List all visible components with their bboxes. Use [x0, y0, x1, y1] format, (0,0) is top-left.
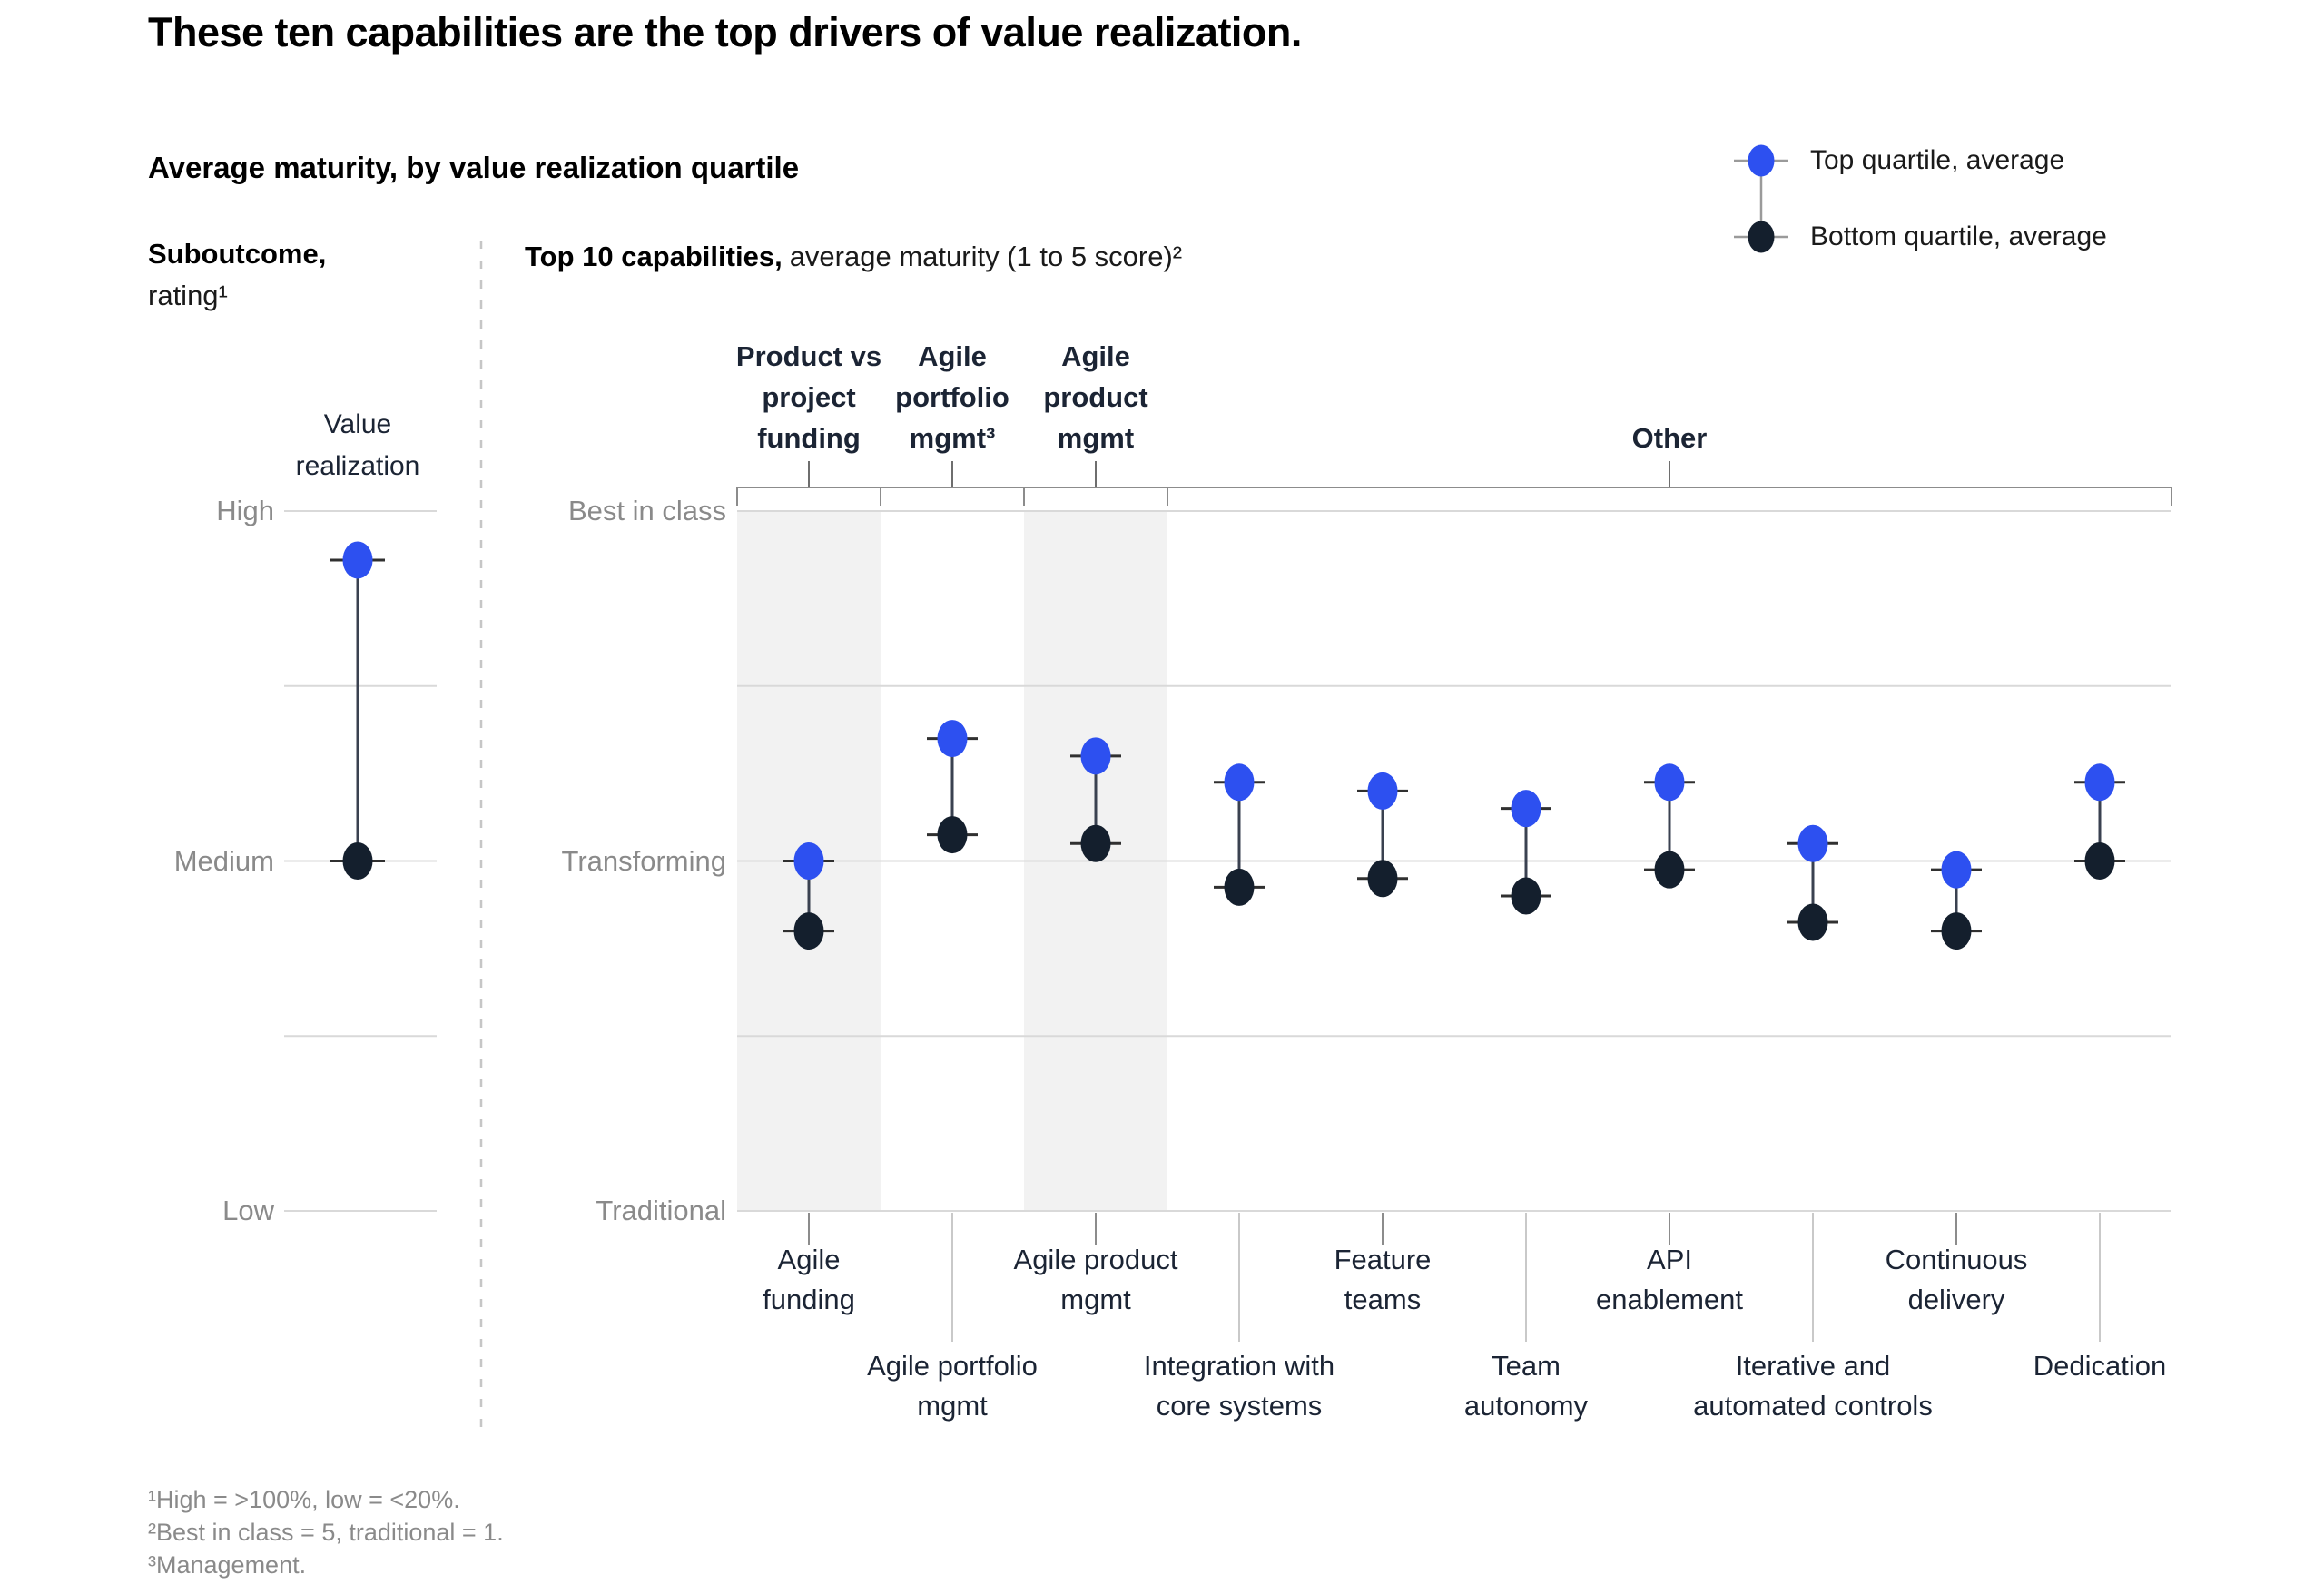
top-quartile-dot [1367, 772, 1398, 810]
group-header: Agile product mgmt [1043, 340, 1148, 454]
bottom-quartile-dot [342, 842, 373, 880]
top10-heading-bold: Top 10 capabilities, [525, 241, 783, 272]
top-quartile-dot [937, 720, 968, 758]
ytick-label: High [216, 495, 274, 526]
top-quartile-dot [2084, 763, 2115, 802]
top-quartile-dot [1654, 763, 1685, 802]
bottom-quartile-dot [937, 816, 968, 854]
maturity-label: Traditional [596, 1195, 726, 1226]
bottom-quartile-dot [1654, 851, 1685, 889]
bottom-quartile-dot [1367, 860, 1398, 898]
top-quartile-dot [793, 842, 824, 880]
category-label: API enablement [1595, 1244, 1743, 1315]
bottom-quartile-dot [1080, 824, 1111, 862]
suboutcome-heading-rating: rating¹ [148, 280, 228, 311]
bottom-quartile-dot [1941, 912, 1972, 950]
maturity-label: Transforming [561, 844, 726, 877]
category-label: Agile product mgmt [1013, 1244, 1178, 1315]
group-header: Product vs project funding [735, 340, 882, 454]
legend-item-bottom-quartile: Bottom quartile, average [1810, 221, 2107, 251]
legend-bottom-quartile-dot [1748, 221, 1775, 253]
top10-heading: Top 10 capabilities, average maturity (1 … [525, 241, 1182, 273]
page-title: These ten capabilities are the top drive… [148, 9, 1302, 55]
footnote: ³Management. [148, 1551, 307, 1579]
bottom-quartile-dot [793, 912, 824, 950]
group-header: Agile portfolio mgmt³ [895, 340, 1009, 454]
top-quartile-dot [1080, 737, 1111, 775]
group-header: Other [1631, 422, 1708, 454]
legend-top-quartile-dot [1748, 144, 1775, 177]
footnote: ²Best in class = 5, traditional = 1. [148, 1519, 504, 1546]
legend-item-top-quartile: Top quartile, average [1810, 145, 2065, 175]
top-quartile-dot [342, 541, 373, 579]
bottom-quartile-dot [2084, 842, 2115, 880]
ytick-label: Medium [173, 844, 274, 877]
category-label: Agile portfolio mgmt [867, 1350, 1038, 1422]
top-quartile-dot [1224, 763, 1255, 802]
top-quartile-dot [1797, 824, 1828, 862]
ytick-label: Low [222, 1195, 274, 1226]
footnote: ¹High = >100%, low = <20%. [148, 1486, 460, 1513]
bottom-quartile-dot [1511, 877, 1541, 915]
bottom-quartile-dot [1797, 903, 1828, 941]
top-quartile-dot [1941, 851, 1972, 889]
maturity-label: Best in class [567, 495, 726, 526]
category-label: Team autonomy [1463, 1350, 1589, 1422]
category-label: Dedication [2033, 1350, 2167, 1382]
bottom-quartile-dot [1224, 868, 1255, 906]
category-label: Feature teams [1334, 1244, 1432, 1315]
value-realization-label: Value realization [295, 409, 420, 481]
category-label: Continuous delivery [1885, 1244, 2028, 1315]
category-label: Integration with core systems [1143, 1350, 1335, 1422]
chart-subtitle: Average maturity, by value realization q… [148, 151, 800, 184]
top10-heading-rest: average maturity (1 to 5 score)² [789, 241, 1183, 272]
top-quartile-dot [1511, 790, 1541, 828]
suboutcome-heading: Suboutcome, [148, 238, 327, 270]
category-label: Iterative and automated controls [1693, 1350, 1933, 1422]
category-label: Agile funding [763, 1244, 855, 1315]
